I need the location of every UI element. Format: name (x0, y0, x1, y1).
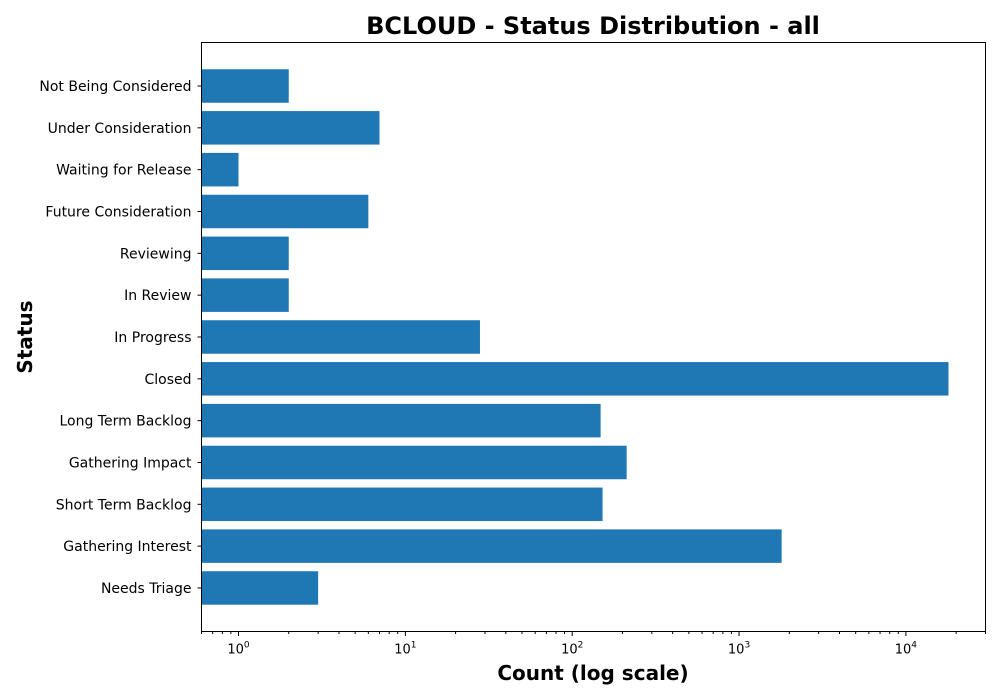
y-axis-ticks: Not Being Considered Under Consideration W… (39, 79, 202, 597)
x-tick-base: 10 (561, 643, 578, 658)
y-tick-label: Short Term Backlog (56, 497, 192, 513)
y-tick-label: Reviewing (120, 246, 192, 262)
x-tick-label: 100 (227, 641, 250, 658)
bars-layer (201, 69, 949, 605)
y-tick-label: Not Being Considered (39, 79, 191, 95)
x-tick-exponent: 4 (911, 641, 917, 651)
bar-waiting-for-release (201, 152, 239, 187)
bar-closed (201, 362, 949, 396)
x-tick-label: 102 (561, 641, 583, 658)
x-tick-label: 104 (895, 641, 918, 658)
x-tick-base: 10 (394, 643, 411, 658)
x-tick-label: 101 (394, 641, 416, 658)
x-axis-ticks: 100 101 102 103 104 (201, 631, 986, 658)
x-tick-exponent: 1 (411, 641, 417, 651)
x-tick-label: 103 (728, 641, 750, 658)
bar-long-term-backlog (201, 403, 601, 438)
bar-future-consideration (201, 194, 369, 229)
bar-gathering-interest (201, 529, 782, 563)
x-tick-base: 10 (728, 643, 745, 658)
x-tick-exponent: 0 (244, 641, 250, 651)
y-tick-label: Gathering Impact (69, 455, 192, 471)
bar-in-progress (201, 320, 480, 354)
y-tick-label: Under Consideration (48, 121, 192, 137)
bar-not-being-considered (201, 69, 289, 103)
chart-title: BCLOUD - Status Distribution - all (366, 12, 820, 40)
x-tick-base: 10 (895, 643, 912, 658)
x-axis-label: Count (log scale) (497, 661, 688, 685)
y-axis-label: Status (13, 300, 37, 373)
bar-needs-triage (201, 571, 319, 605)
bar-under-consideration (201, 111, 380, 145)
plot-frame (201, 42, 986, 632)
y-tick-label: Future Consideration (45, 204, 191, 220)
x-tick-exponent: 3 (744, 641, 750, 651)
y-tick-label: Needs Triage (101, 581, 192, 597)
x-tick-exponent: 2 (578, 641, 584, 651)
y-tick-label: Long Term Backlog (59, 414, 191, 430)
y-tick-label: In Review (124, 288, 191, 304)
y-tick-label: Closed (144, 372, 191, 388)
bar-in-review (201, 278, 289, 312)
y-tick-label: In Progress (114, 330, 191, 346)
y-tick-label: Gathering Interest (63, 539, 192, 555)
bar-gathering-impact (201, 445, 627, 480)
bar-short-term-backlog (201, 487, 603, 522)
x-tick-base: 10 (227, 643, 244, 658)
bar-reviewing (201, 236, 289, 271)
y-tick-label: Waiting for Release (56, 163, 191, 179)
